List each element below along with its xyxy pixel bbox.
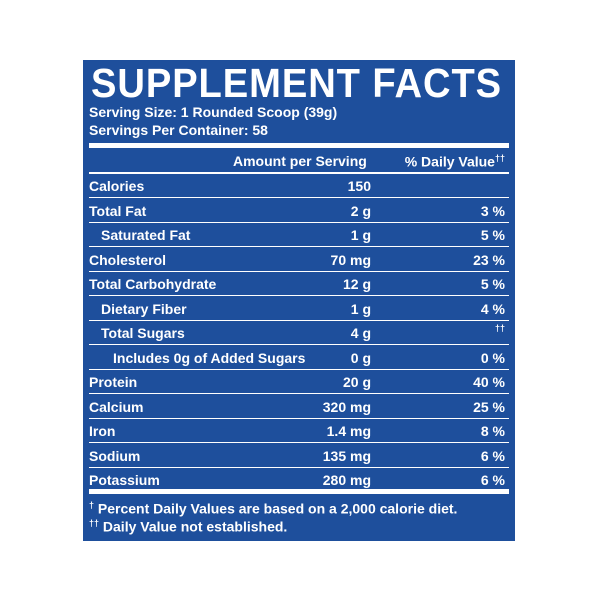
row-divider — [89, 466, 509, 468]
nutrient-name: Total Sugars — [101, 325, 185, 341]
row-divider — [89, 442, 509, 443]
nutrient-name: Cholesterol — [89, 251, 167, 268]
nutrient-row: Iron 1.4 mg 8 % — [89, 419, 509, 443]
thick-divider-bottom — [89, 489, 509, 494]
nutrient-daily-value: 23 % — [473, 251, 505, 268]
nutrient-name: Calories — [89, 178, 145, 194]
footnote-mark: †† — [89, 518, 100, 528]
nutrient-row: Calcium 320 mg 25 % — [89, 395, 509, 419]
nutrient-name: Includes 0g of Added Sugars — [113, 349, 306, 366]
footnote-not-established: †† Daily Value not established. — [89, 518, 287, 535]
nutrient-daily-value: †† — [494, 323, 505, 333]
footnote-daily-values: † Percent Daily Values are based on a 2,… — [89, 500, 457, 517]
row-divider — [89, 295, 509, 296]
nutrient-name: Potassium — [89, 472, 160, 488]
nutrient-daily-value: 6 % — [480, 447, 505, 464]
nutrient-name: Total Fat — [89, 202, 147, 219]
nutrient-row: Total Sugars 4 g †† — [89, 321, 509, 345]
row-divider — [89, 246, 509, 247]
nutrient-daily-value: 4 % — [480, 300, 505, 317]
nutrient-row: Cholesterol 70 mg 23 % — [89, 248, 509, 272]
nutrient-amount: 280 mg — [322, 472, 371, 488]
row-divider — [89, 270, 509, 272]
daily-value-header-label: % Daily Value — [404, 153, 495, 170]
nutrient-row: Protein 20 g 40 % — [89, 370, 509, 394]
nutrient-amount: 135 mg — [322, 447, 371, 464]
nutrient-daily-value: 40 % — [473, 374, 505, 390]
nutrient-row: Saturated Fat 1 g 5 % — [89, 223, 509, 247]
row-divider — [89, 221, 509, 223]
row-divider — [89, 417, 509, 419]
nutrient-amount: 1.4 mg — [326, 423, 371, 439]
nutrient-daily-value: 25 % — [473, 398, 505, 415]
nutrient-amount: 4 g — [350, 325, 371, 341]
nutrient-amount: 12 g — [342, 276, 371, 292]
nutrient-daily-value: 8 % — [480, 423, 505, 439]
nutrient-row: Total Carbohydrate 12 g 5 % — [89, 272, 509, 296]
row-divider — [89, 319, 509, 321]
nutrient-amount: 1 g — [350, 227, 371, 243]
thick-divider-top — [89, 143, 509, 148]
supplement-facts-panel: SUPPLEMENT FACTS Serving Size: 1 Rounded… — [83, 60, 515, 541]
nutrient-amount: 0 g — [350, 349, 371, 366]
nutrient-row: Includes 0g of Added Sugars 0 g 0 % — [89, 346, 509, 370]
nutrient-name: Protein — [89, 374, 138, 390]
nutrient-daily-value: 5 % — [480, 227, 505, 243]
panel-title: SUPPLEMENT FACTS — [91, 60, 503, 106]
nutrient-amount: 320 mg — [322, 398, 371, 415]
footnote-mark: † — [89, 500, 95, 510]
nutrient-name: Dietary Fiber — [101, 300, 187, 317]
servings-per-container: Servings Per Container: 58 — [89, 122, 268, 138]
nutrient-row: Dietary Fiber 1 g 4 % — [89, 297, 509, 321]
row-divider — [89, 197, 509, 198]
footnote-text: Percent Daily Values are based on a 2,00… — [94, 500, 458, 517]
nutrient-amount: 1 g — [350, 300, 371, 317]
nutrient-daily-value: 5 % — [480, 276, 505, 292]
nutrient-amount: 20 g — [342, 374, 371, 390]
row-divider — [89, 368, 509, 370]
nutrient-daily-value: 0 % — [480, 349, 505, 366]
nutrient-amount: 2 g — [350, 202, 371, 219]
nutrient-name: Sodium — [89, 447, 141, 464]
daily-value-header-mark: †† — [494, 153, 505, 163]
serving-size: Serving Size: 1 Rounded Scoop (39g) — [89, 104, 338, 120]
nutrient-name: Saturated Fat — [101, 227, 191, 243]
nutrient-amount: 150 — [347, 178, 371, 194]
amount-per-serving-header: Amount per Serving — [233, 153, 367, 169]
nutrient-name: Calcium — [89, 398, 144, 415]
nutrient-row: Total Fat 2 g 3 % — [89, 199, 509, 223]
footnote-text: Daily Value not established. — [99, 518, 288, 535]
nutrient-row: Potassium 280 mg 6 % — [89, 468, 509, 492]
nutrient-row: Sodium 135 mg 6 % — [89, 444, 509, 468]
nutrient-amount: 70 mg — [330, 251, 371, 268]
row-divider — [89, 393, 509, 394]
nutrient-row: Calories 150 — [89, 174, 509, 198]
nutrient-daily-value: 3 % — [480, 202, 505, 219]
header-divider — [89, 172, 509, 174]
row-divider — [89, 344, 509, 345]
nutrient-daily-value: 6 % — [480, 472, 505, 488]
daily-value-header: % Daily Value†† — [405, 153, 505, 170]
nutrient-name: Total Carbohydrate — [89, 276, 217, 292]
nutrient-name: Iron — [89, 423, 116, 439]
